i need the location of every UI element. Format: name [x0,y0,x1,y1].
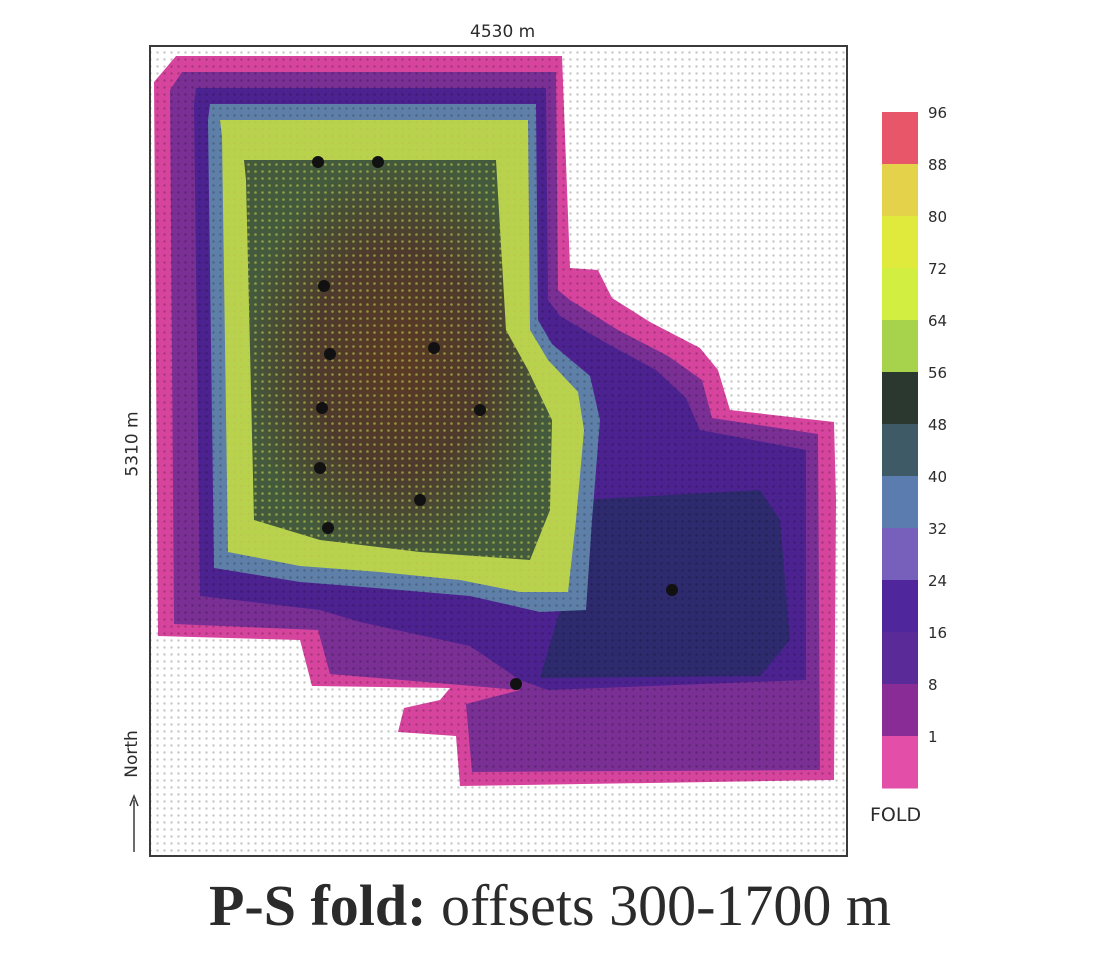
fold-survey-area [150,46,847,856]
well-marker [318,280,330,292]
colorbar-swatch [882,164,918,217]
caption-text: offsets 300-1700 m [426,873,891,938]
colorbar-tick-label: 24 [928,572,947,590]
well-markers [312,156,678,690]
caption-bold: P-S fold: [208,873,427,938]
well-marker [314,462,326,474]
colorbar-swatch [882,476,918,529]
well-marker [474,404,486,416]
colorbar-tick-label: 8 [928,676,938,694]
colorbar-tick-label: 1 [928,728,938,746]
well-marker [510,678,522,690]
figure-caption: P-S fold: offsets 300-1700 m [0,872,1100,939]
colorbar-title: FOLD [870,804,922,826]
colorbar-tick-label: 40 [928,468,947,486]
colorbar-swatch [882,424,918,477]
colorbar-swatch [882,684,918,737]
colorbar-tick-label: 88 [928,156,947,174]
colorbar-tick-label: 72 [928,260,947,278]
colorbar-tick-label: 96 [928,104,947,122]
fold-map-chart: 96 88 80 72 64 56 48 40 32 24 16 8 1 [129,45,947,857]
colorbar-swatch [882,216,918,269]
north-arrow-head [129,793,139,807]
high-fold-mesh [220,120,584,592]
colorbar-swatch [882,112,918,165]
colorbar-swatch [882,632,918,685]
colorbar-swatch [882,320,918,373]
well-marker [312,156,324,168]
well-marker [428,342,440,354]
colorbar-tick-label: 32 [928,520,947,538]
colorbar-swatch [882,736,918,789]
well-marker [414,494,426,506]
colorbar-tick-label: 64 [928,312,947,330]
colorbar-tick-label: 80 [928,208,947,226]
colorbar-tick-label: 48 [928,416,947,434]
colorbar-tick-label: 56 [928,364,947,382]
fold-colorbar: 96 88 80 72 64 56 48 40 32 24 16 8 1 [882,104,947,789]
colorbar-swatch [882,268,918,321]
colorbar-swatch [882,528,918,581]
well-marker [666,584,678,596]
colorbar-tick-label: 16 [928,624,947,642]
north-label: North [121,730,142,778]
well-marker [322,522,334,534]
well-marker [324,348,336,360]
well-marker [372,156,384,168]
height-label: 5310 m [122,411,143,477]
plot-frame [149,45,848,857]
width-label: 4530 m [470,22,536,42]
colorbar-swatch [882,580,918,633]
colorbar-swatch [882,372,918,425]
north-arrow [129,793,139,852]
well-marker [316,402,328,414]
